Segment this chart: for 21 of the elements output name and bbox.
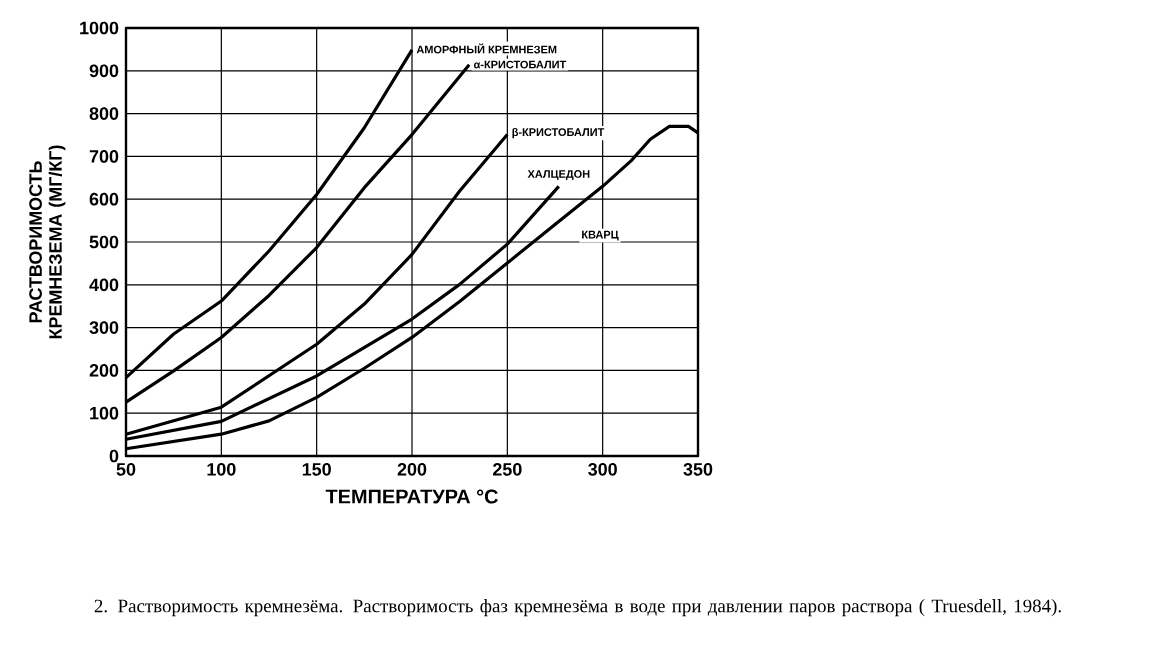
x-tick-label: 150 (302, 463, 331, 476)
y-tick-label: 500 (89, 235, 119, 249)
y-tick-label: 100 (90, 406, 119, 420)
text: 2. Растворимость кремнезёма. Растворимость фаз кремнезёма в воде при давлении паров раствора ( Truesdell, 1984). (94, 599, 1061, 617)
y-tick-label: 300 (89, 321, 119, 334)
x-tick-label: 300 (588, 463, 617, 476)
y-tick-label: 400 (89, 278, 119, 292)
x-tick-label: 250 (493, 463, 522, 476)
y-tick-label: 800 (89, 107, 119, 120)
x-tick-label: 100 (207, 463, 236, 476)
x-tick-label: 350 (683, 463, 713, 476)
y-tick-label: 600 (89, 192, 119, 206)
y-tick-label: 0 (109, 449, 119, 463)
y-tick-label: 1000 (80, 21, 119, 35)
y-tick-label: 700 (89, 150, 119, 163)
y-axis-title: РАСТВОРИМОСТЬ КРЕМНЕЗЕМА (МГ/КГ) (29, 145, 66, 339)
x-tick-label: 200 (397, 463, 427, 476)
y-tick-label: 200 (89, 364, 119, 377)
y-tick-label: 900 (89, 64, 119, 78)
x-tick-label: 50 (116, 463, 136, 476)
x-axis-title: ТЕМПЕРАТУРА °C (325, 489, 498, 504)
